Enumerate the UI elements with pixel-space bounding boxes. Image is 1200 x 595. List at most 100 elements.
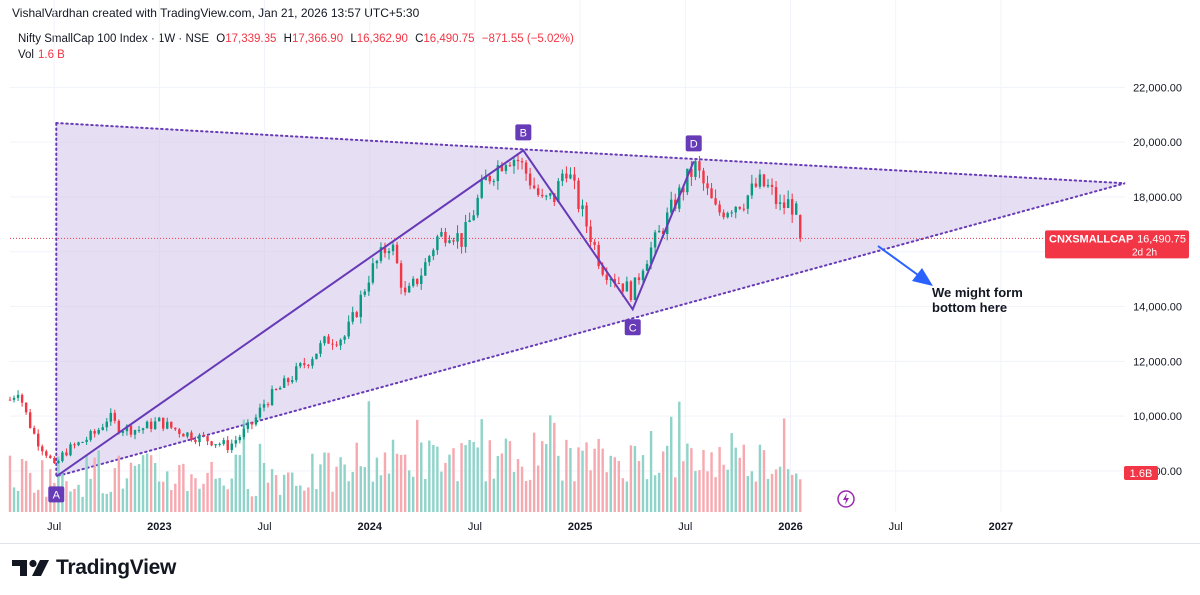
pattern-point-badge[interactable] <box>515 124 532 141</box>
candle[interactable] <box>254 417 258 425</box>
candle[interactable] <box>609 279 612 281</box>
candle[interactable] <box>375 260 379 264</box>
candle[interactable] <box>202 434 205 437</box>
candle[interactable] <box>53 458 56 464</box>
volume-badge[interactable]: 1.6B <box>1124 466 1158 480</box>
candle[interactable] <box>157 417 161 422</box>
candle[interactable] <box>468 220 471 223</box>
candle[interactable] <box>762 174 766 187</box>
candle[interactable] <box>694 161 697 177</box>
candle[interactable] <box>557 181 560 203</box>
candle[interactable] <box>549 193 552 196</box>
candle[interactable] <box>238 436 242 441</box>
candle[interactable] <box>625 281 629 292</box>
candle[interactable] <box>520 161 524 163</box>
candle[interactable] <box>645 263 649 271</box>
candle[interactable] <box>327 336 330 344</box>
candle[interactable] <box>790 199 794 215</box>
candle[interactable] <box>452 240 455 242</box>
candle[interactable] <box>125 425 129 432</box>
pattern-point-badge[interactable] <box>685 135 702 152</box>
candle[interactable] <box>109 412 113 422</box>
candle[interactable] <box>407 285 411 293</box>
candle[interactable] <box>686 168 689 193</box>
candle[interactable] <box>186 432 189 437</box>
candle[interactable] <box>496 165 500 182</box>
candle[interactable] <box>690 168 693 177</box>
candle[interactable] <box>174 427 177 430</box>
candle[interactable] <box>319 343 322 354</box>
candle[interactable] <box>637 277 641 281</box>
candle[interactable] <box>593 241 596 245</box>
candle[interactable] <box>706 183 709 189</box>
candle[interactable] <box>714 198 717 205</box>
candle[interactable] <box>266 404 270 406</box>
candle[interactable] <box>718 204 721 213</box>
candle[interactable] <box>153 421 157 429</box>
candle[interactable] <box>403 287 407 293</box>
candle[interactable] <box>472 215 475 221</box>
candle[interactable] <box>480 180 483 198</box>
candle[interactable] <box>347 321 350 337</box>
candle[interactable] <box>770 184 774 187</box>
candle[interactable] <box>141 428 145 431</box>
candle[interactable] <box>190 432 193 440</box>
candle[interactable] <box>766 184 770 187</box>
candle[interactable] <box>504 165 508 172</box>
candle[interactable] <box>597 244 600 267</box>
candle[interactable] <box>178 429 181 434</box>
candle[interactable] <box>121 431 125 433</box>
candle[interactable] <box>428 256 431 263</box>
candle[interactable] <box>399 263 403 288</box>
candle[interactable] <box>311 359 314 366</box>
candle[interactable] <box>746 195 750 209</box>
candle[interactable] <box>613 279 616 283</box>
candle[interactable] <box>339 339 342 346</box>
last-price-badge[interactable]: CNXSMALLCAP 16,490.75 2d 2h <box>1045 230 1189 259</box>
candle[interactable] <box>722 212 725 218</box>
candle[interactable] <box>601 266 604 275</box>
candle[interactable] <box>460 233 463 247</box>
candle[interactable] <box>218 443 221 445</box>
candle[interactable] <box>24 402 28 413</box>
pattern-point-badge[interactable] <box>624 319 641 336</box>
candle[interactable] <box>528 173 532 186</box>
candle[interactable] <box>649 247 653 264</box>
candle[interactable] <box>343 336 346 340</box>
candle[interactable] <box>545 195 548 197</box>
annotation-text-line2[interactable]: bottom here <box>932 300 1007 315</box>
candle[interactable] <box>508 165 512 167</box>
candle[interactable] <box>617 282 621 284</box>
candle[interactable] <box>8 399 12 401</box>
candle[interactable] <box>97 429 100 434</box>
candle[interactable] <box>476 197 479 216</box>
candle[interactable] <box>307 364 310 366</box>
candle[interactable] <box>113 412 117 421</box>
candle[interactable] <box>16 394 20 398</box>
abcd-pattern-line[interactable] <box>55 149 695 478</box>
candle[interactable] <box>536 188 540 195</box>
candle[interactable] <box>589 226 592 242</box>
candle[interactable] <box>250 422 254 425</box>
candle[interactable] <box>738 206 741 209</box>
candle[interactable] <box>359 294 362 318</box>
candle[interactable] <box>670 199 673 213</box>
candle[interactable] <box>577 180 580 210</box>
candle[interactable] <box>85 439 88 443</box>
candle[interactable] <box>710 188 713 199</box>
candle[interactable] <box>653 232 657 248</box>
candle[interactable] <box>93 431 96 434</box>
lightning-icon[interactable] <box>837 490 855 508</box>
candle[interactable] <box>286 378 290 383</box>
candle[interactable] <box>585 205 588 227</box>
candle[interactable] <box>69 444 72 456</box>
candle[interactable] <box>605 274 608 280</box>
candle[interactable] <box>81 442 84 444</box>
candle[interactable] <box>778 202 782 204</box>
candle[interactable] <box>351 312 354 322</box>
candle[interactable] <box>464 222 467 247</box>
candle[interactable] <box>432 250 435 257</box>
candle[interactable] <box>492 181 496 183</box>
candle[interactable] <box>65 452 68 456</box>
candle[interactable] <box>242 428 246 437</box>
